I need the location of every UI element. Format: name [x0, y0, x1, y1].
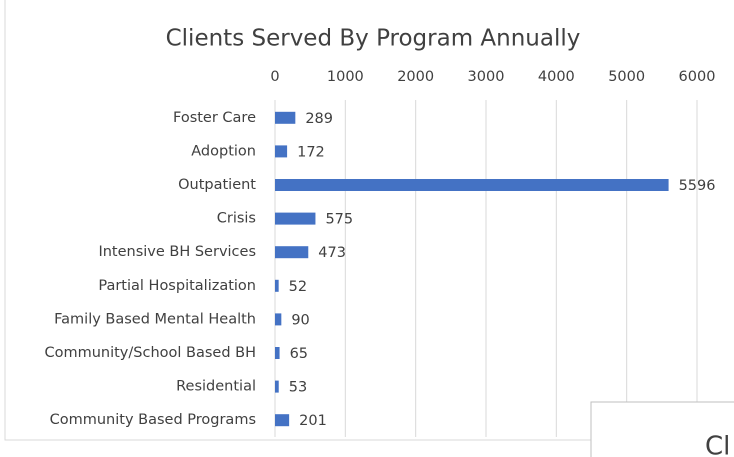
- y-tick-label: Adoption: [191, 143, 256, 159]
- y-tick-label: Partial Hospitalization: [98, 278, 256, 294]
- data-label: 172: [297, 144, 325, 160]
- chart-title: Clients Served By Program Annually: [166, 26, 581, 52]
- data-label: 90: [291, 312, 309, 328]
- plot-area: 0 1000 2000 3000 4000 5000 6000 Foster Care 289 A…: [44, 69, 715, 437]
- y-tick-label: Residential: [176, 379, 256, 395]
- bar: [275, 212, 316, 225]
- y-tick-label: Crisis: [217, 211, 256, 227]
- overlay-box: [590, 401, 734, 457]
- data-label: 575: [325, 212, 353, 228]
- bar: [275, 347, 280, 359]
- bar: [275, 246, 309, 259]
- y-tick-label: Community/School Based BH: [44, 345, 256, 361]
- bar: [275, 313, 282, 326]
- bar: [275, 380, 279, 393]
- data-label: 201: [299, 413, 327, 429]
- bar: [275, 111, 296, 124]
- data-label: 473: [318, 245, 346, 261]
- data-label: 52: [289, 279, 307, 295]
- x-tick-label: 2000: [397, 69, 434, 85]
- x-tick-label: 5000: [608, 69, 645, 85]
- data-label: 65: [290, 346, 308, 362]
- data-label: 5596: [679, 178, 716, 194]
- bar: [275, 179, 669, 191]
- y-tick-label: Foster Care: [173, 110, 256, 126]
- x-tick-label: 0: [270, 69, 279, 85]
- x-tick-label: 4000: [538, 69, 575, 85]
- bar: [275, 145, 288, 158]
- y-tick-label: Family Based Mental Health: [54, 311, 256, 327]
- y-tick-label: Intensive BH Services: [98, 244, 256, 260]
- x-tick-label: 1000: [327, 69, 364, 85]
- overlay-text: Cl: [705, 432, 730, 457]
- x-tick-label: 6000: [679, 69, 716, 85]
- data-label: 53: [289, 380, 307, 396]
- bar: [275, 279, 279, 292]
- bar: [275, 414, 290, 427]
- chart-area: [4, 0, 734, 441]
- x-tick-label: 3000: [468, 69, 505, 85]
- y-tick-label: Outpatient: [178, 177, 256, 193]
- y-tick-label: Community Based Programs: [50, 412, 256, 428]
- data-label: 289: [305, 111, 333, 127]
